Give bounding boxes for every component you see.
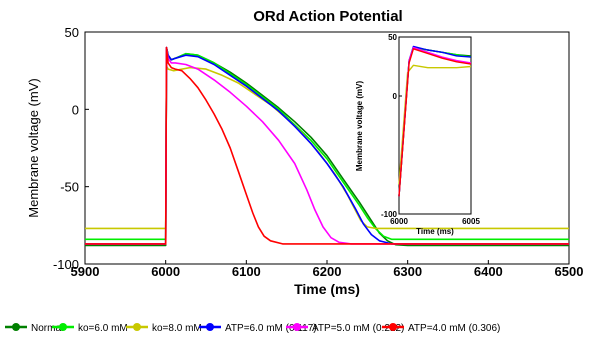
y-tick-label: 0: [393, 92, 398, 101]
legend-label: ko=6.0 mM: [78, 323, 128, 334]
legend-marker: [206, 323, 214, 331]
legend-marker: [12, 323, 20, 331]
series-line-6: [398, 48, 472, 197]
x-tick-label: 6000: [390, 217, 408, 226]
legend-marker: [293, 323, 301, 331]
chart-title: ORd Action Potential: [253, 8, 402, 25]
y-tick-label: 0: [72, 102, 79, 117]
y-axis-label: Membrane voltage (mV): [26, 78, 41, 217]
x-tick-label: 6100: [232, 264, 261, 279]
legend-label: ko=8.0 mM: [152, 323, 202, 334]
inset-y-axis-label: Membrane voltage (mV): [355, 81, 364, 172]
x-tick-label: 6200: [313, 264, 342, 279]
legend-label: Normal: [31, 323, 63, 334]
x-tick-label: 6500: [555, 264, 584, 279]
y-tick-label: -50: [60, 180, 79, 195]
legend-label: ATP=4.0 mM (0.306): [408, 323, 500, 334]
x-axis-label: Time (ms): [294, 281, 360, 297]
legend-label: ATP=6.0 mM (0.117): [225, 323, 317, 334]
x-tick-label: 6005: [462, 217, 480, 226]
legend-marker: [389, 323, 397, 331]
y-tick-label: 50: [65, 25, 79, 40]
series-line-5: [85, 46, 569, 245]
legend-marker: [133, 323, 141, 331]
x-tick-label: 6300: [393, 264, 422, 279]
x-tick-label: 6400: [474, 264, 503, 279]
y-tick-label: 50: [388, 33, 397, 42]
y-tick-label: -100: [53, 257, 79, 272]
y-tick-label: -100: [381, 210, 398, 219]
legend: Normal ko=6.0 mM ko=8.0 mM ATP=6.0 mM (0.11…: [5, 323, 500, 334]
series-line-4: [85, 46, 569, 245]
inset-x-axis-label: Time (ms): [416, 227, 454, 236]
legend-marker: [59, 323, 67, 331]
x-tick-label: 5900: [71, 264, 100, 279]
inset-plot-area: [398, 36, 472, 215]
legend-label: ATP=5.0 mM (0.212): [312, 323, 404, 334]
x-tick-label: 6000: [151, 264, 180, 279]
series-line-6: [85, 46, 569, 245]
